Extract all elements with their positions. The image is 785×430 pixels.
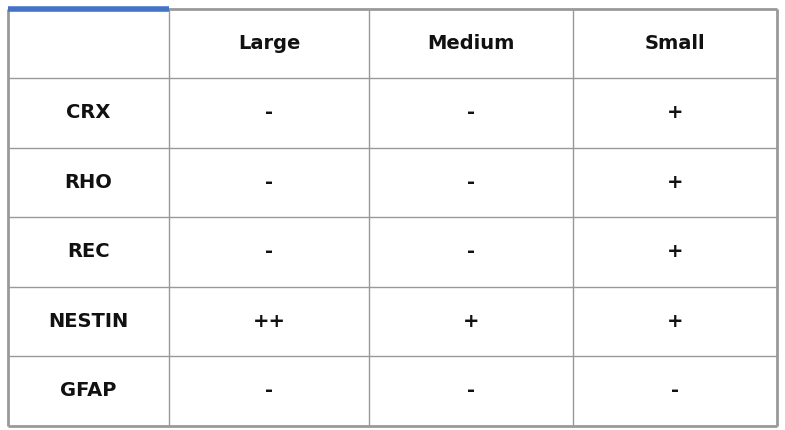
Text: NESTIN: NESTIN — [49, 312, 129, 331]
Text: Medium: Medium — [428, 34, 515, 53]
Bar — [8, 217, 170, 287]
Text: -: - — [265, 103, 273, 123]
Bar — [370, 356, 573, 426]
Text: GFAP: GFAP — [60, 381, 117, 400]
Text: +: + — [667, 173, 684, 192]
Bar — [8, 78, 170, 147]
Bar — [370, 217, 573, 287]
Text: -: - — [467, 103, 476, 123]
Bar — [170, 9, 370, 78]
Text: RHO: RHO — [64, 173, 112, 192]
Text: -: - — [467, 381, 476, 400]
Bar — [573, 147, 777, 217]
Bar — [370, 78, 573, 147]
Bar — [170, 217, 370, 287]
Text: REC: REC — [68, 243, 110, 261]
Bar — [170, 287, 370, 356]
Text: -: - — [467, 243, 476, 261]
Bar — [170, 356, 370, 426]
Text: -: - — [265, 173, 273, 192]
Bar — [370, 287, 573, 356]
Bar — [370, 9, 573, 78]
Bar — [573, 217, 777, 287]
Text: -: - — [265, 381, 273, 400]
Bar — [573, 9, 777, 78]
Bar — [573, 356, 777, 426]
Bar — [8, 356, 170, 426]
Text: -: - — [467, 173, 476, 192]
Text: CRX: CRX — [67, 103, 111, 123]
Text: +: + — [463, 312, 480, 331]
Text: +: + — [667, 243, 684, 261]
Text: +: + — [667, 312, 684, 331]
Bar — [170, 147, 370, 217]
Bar — [573, 287, 777, 356]
Bar — [8, 287, 170, 356]
Text: -: - — [671, 381, 679, 400]
Text: -: - — [265, 243, 273, 261]
Text: ++: ++ — [253, 312, 286, 331]
Bar — [573, 78, 777, 147]
Bar — [8, 147, 170, 217]
Text: +: + — [667, 103, 684, 123]
Text: Large: Large — [238, 34, 301, 53]
Bar — [370, 147, 573, 217]
Text: Small: Small — [645, 34, 706, 53]
Bar — [8, 9, 170, 78]
Bar — [170, 78, 370, 147]
